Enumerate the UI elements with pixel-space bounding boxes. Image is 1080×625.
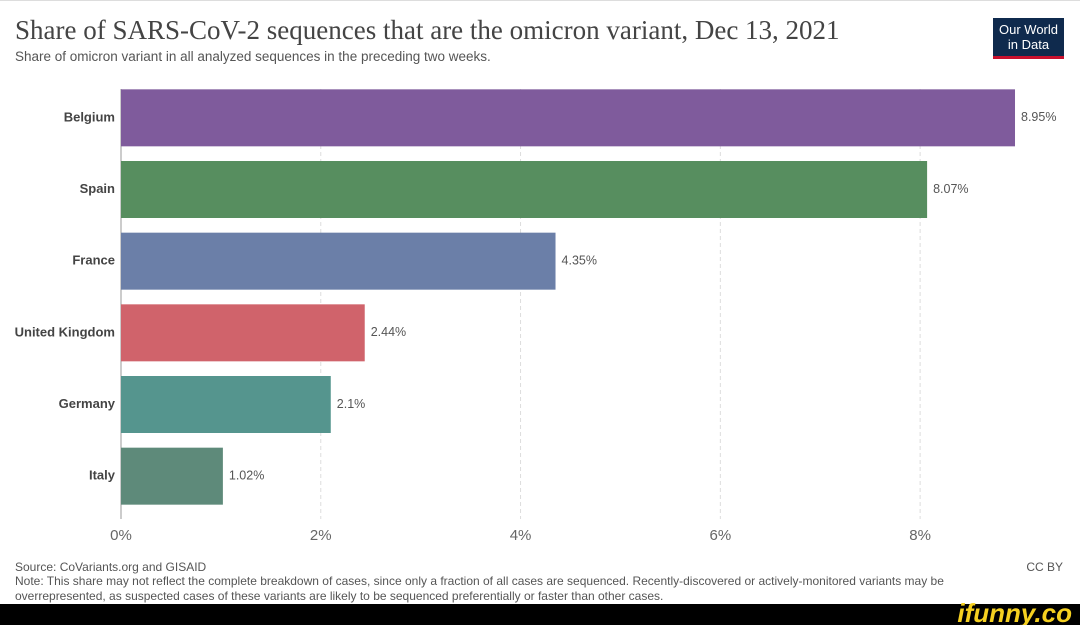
bar <box>121 161 928 218</box>
note: Note: This share may not reflect the com… <box>15 574 944 603</box>
watermark-band <box>0 604 1080 625</box>
y-tick-label: Germany <box>59 396 116 411</box>
y-tick-label: France <box>72 253 115 268</box>
logo-text: in Data <box>1007 37 1050 52</box>
x-tick-label: 0% <box>110 527 132 544</box>
x-tick-label: 6% <box>709 527 731 544</box>
y-tick-label: Italy <box>89 468 116 483</box>
value-label: 4.35% <box>562 253 597 267</box>
logo[interactable]: Our World in Data <box>993 18 1064 59</box>
bar <box>121 89 1016 147</box>
y-tick-label: United Kingdom <box>15 324 115 339</box>
chart-title: Share of SARS-CoV-2 sequences that are t… <box>15 15 840 45</box>
watermark: ifunny.co <box>957 598 1072 625</box>
source: Source: CoVariants.org and GISAID <box>15 560 207 574</box>
value-label: 2.44% <box>371 325 406 339</box>
value-label: 2.1% <box>337 397 366 411</box>
license: CC BY <box>1026 560 1063 574</box>
chart-subtitle: Share of omicron variant in all analyzed… <box>15 49 491 64</box>
bar <box>121 447 223 505</box>
logo-text: Our World <box>999 22 1058 37</box>
x-tick-label: 2% <box>310 527 332 544</box>
chart: 0% 2% 4% 6% 8% Belgium 8.95% Spain 8.07% France 4.… <box>15 89 1056 544</box>
bar <box>121 232 556 290</box>
bar <box>121 304 365 362</box>
bar <box>121 376 331 433</box>
value-label: 8.95% <box>1021 110 1056 124</box>
y-tick-label: Belgium <box>64 109 115 124</box>
value-label: 8.07% <box>933 182 968 196</box>
x-tick-label: 8% <box>909 527 931 544</box>
x-tick-label: 4% <box>510 527 532 544</box>
y-tick-label: Spain <box>80 181 115 196</box>
value-label: 1.02% <box>229 468 264 482</box>
